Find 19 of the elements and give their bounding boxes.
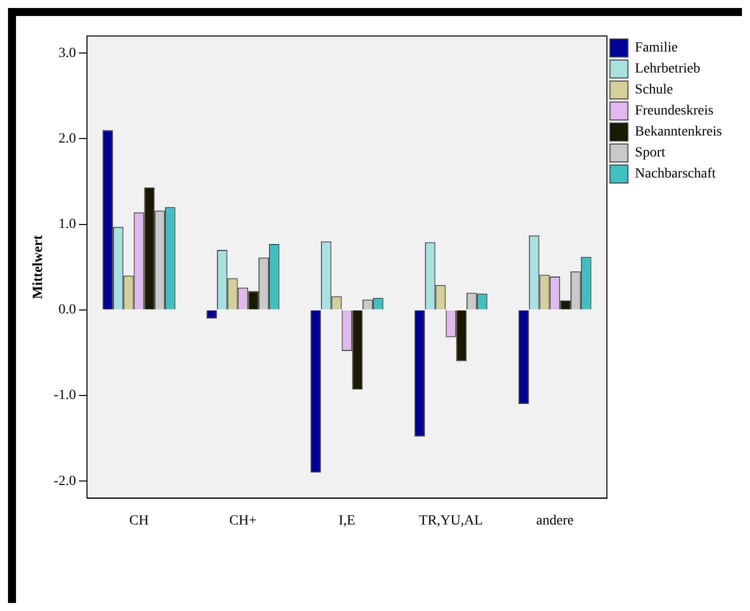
- y-tick-label: 0.0: [58, 302, 76, 318]
- x-tick-label: CH+: [229, 513, 257, 528]
- x-tick-label: I,E: [338, 513, 356, 528]
- y-tick-label: -1.0: [54, 388, 76, 404]
- x-tick-label: CH: [129, 513, 149, 528]
- y-tick-label: 3.0: [58, 46, 76, 61]
- legend-label: Bekanntenkreis: [634, 124, 722, 140]
- legend-label: Schule: [634, 82, 674, 98]
- legend-label: Familie: [634, 40, 678, 56]
- x-tick-label: andere: [536, 513, 574, 528]
- x-tick-label: TR,YU,AL: [419, 513, 483, 528]
- legend-label: Lehrbetrieb: [634, 62, 700, 77]
- legend-label: Nachbarschaft: [634, 166, 716, 182]
- y-tick-label: 1.0: [58, 216, 76, 232]
- legend-label: Sport: [634, 146, 666, 161]
- legend-label: Freundeskreis: [634, 104, 714, 119]
- y-tick-label: -2.0: [54, 474, 76, 489]
- y-axis-title: Mittelwert: [31, 234, 46, 299]
- y-tick-label: 2.0: [58, 131, 76, 146]
